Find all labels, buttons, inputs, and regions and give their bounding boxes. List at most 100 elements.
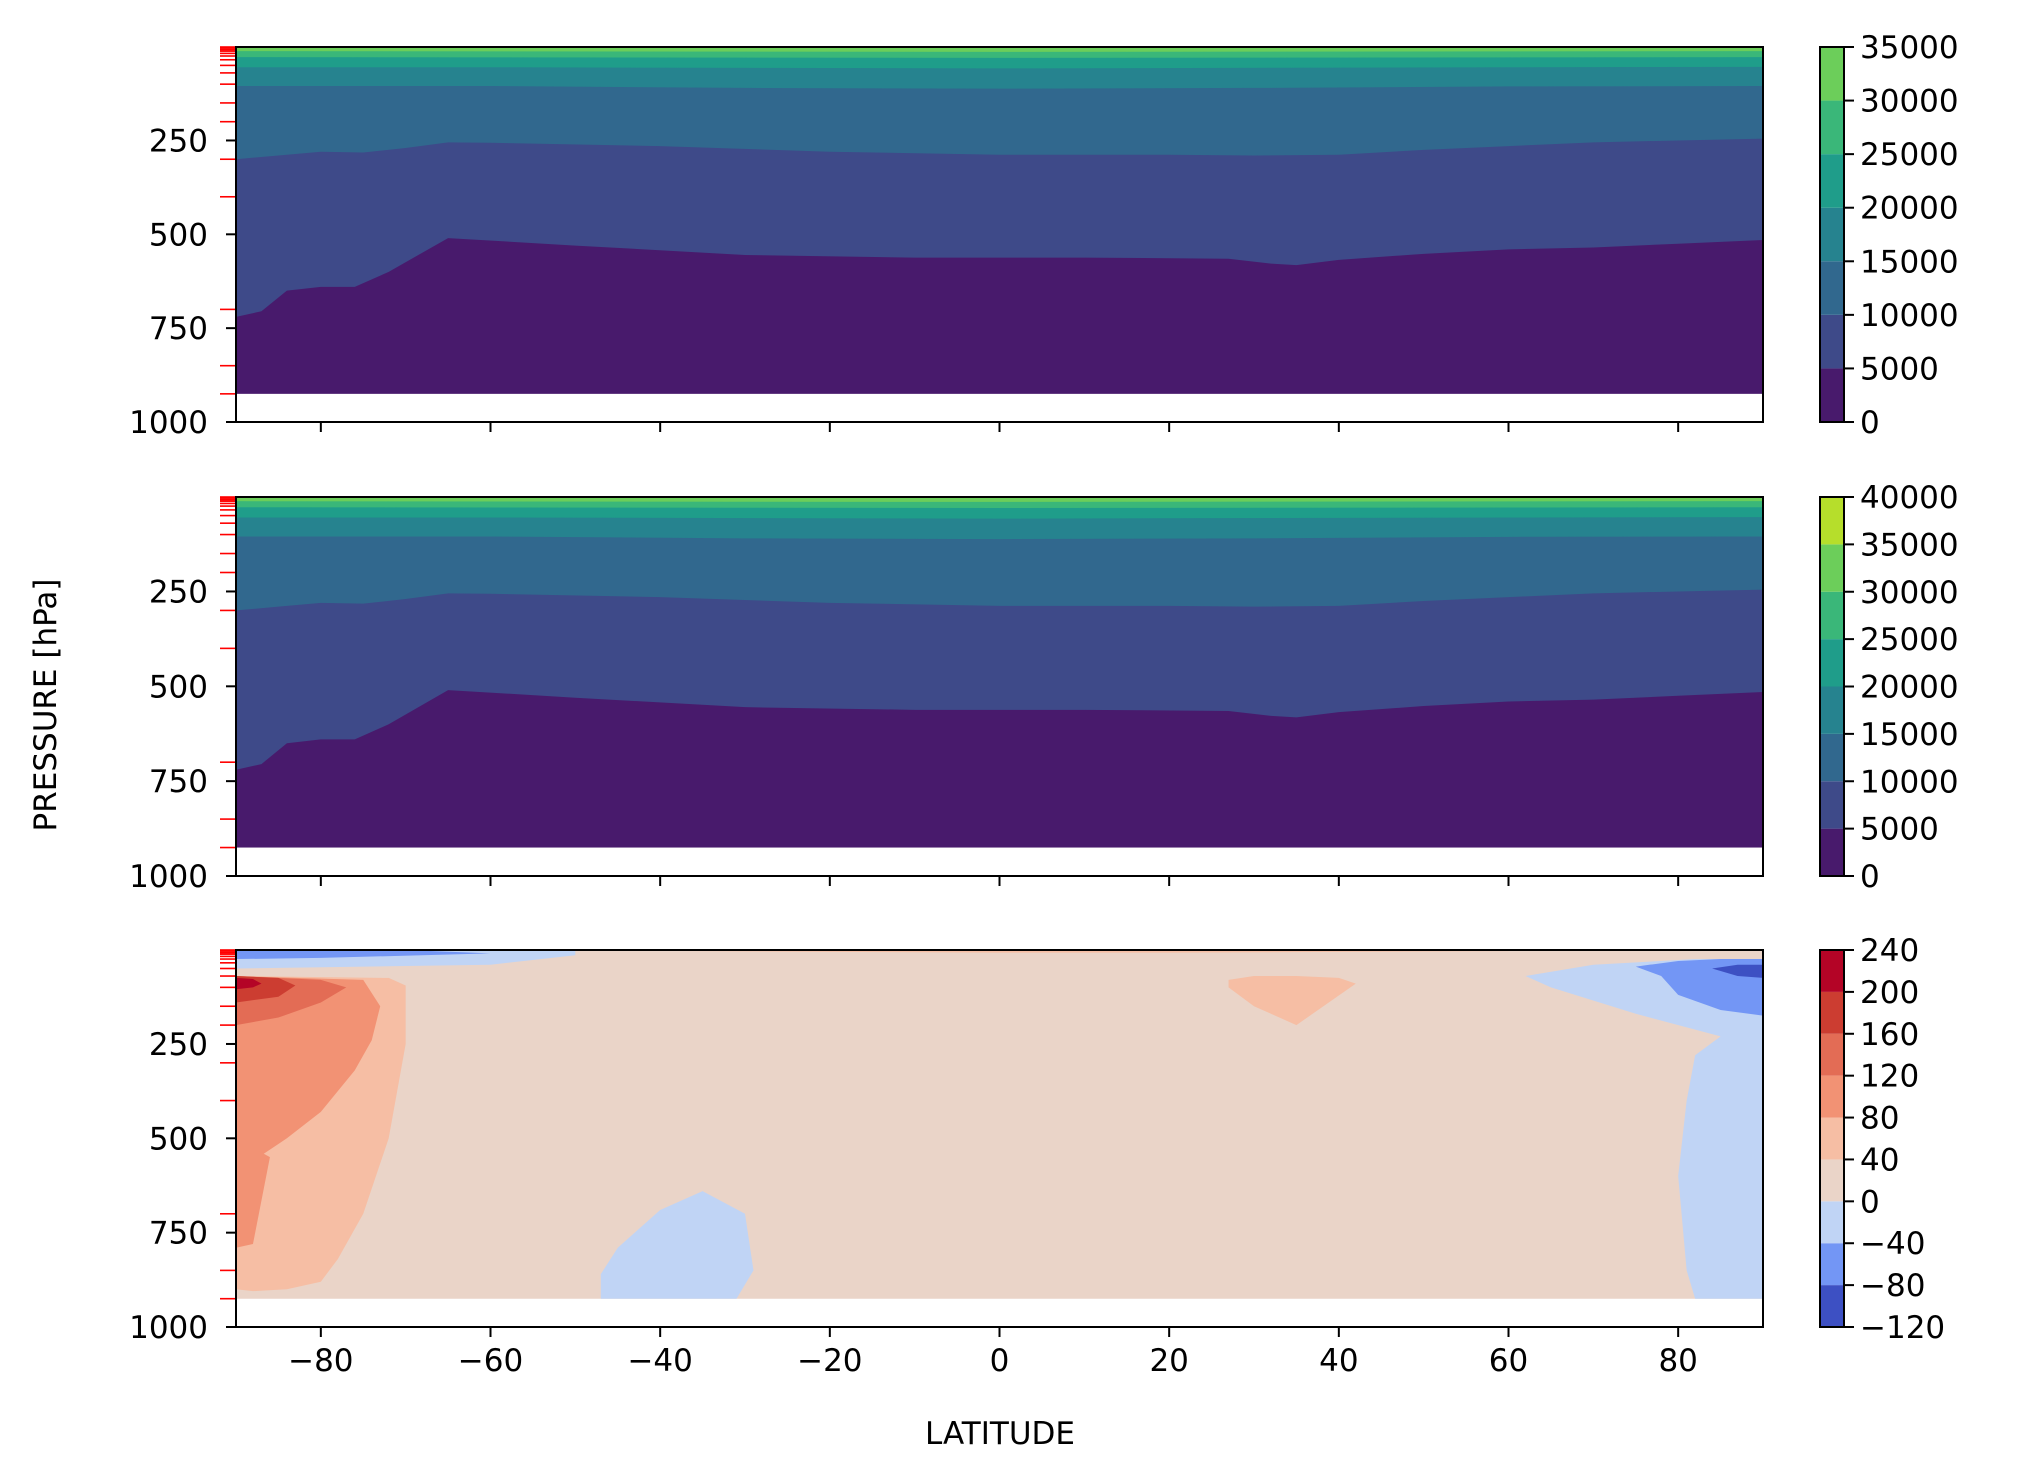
x-tick-label: 20 xyxy=(1149,1343,1188,1379)
colorbar-swatch xyxy=(1820,314,1844,369)
colorbar-swatch xyxy=(1820,733,1844,782)
colorbar-tick-label: 15000 xyxy=(1860,244,1959,280)
red-ticks-bottom xyxy=(220,949,236,1300)
colorbar-swatch xyxy=(1820,991,1844,1034)
colorbar-swatch xyxy=(1820,828,1844,876)
contour-fill-top xyxy=(236,47,1763,394)
colorbar-tick-label: 240 xyxy=(1860,933,1919,969)
colorbar-tick-label: −120 xyxy=(1860,1310,1945,1346)
y-tick-label: 1000 xyxy=(129,1310,208,1346)
region--40-to-0 xyxy=(600,1191,754,1299)
colorbar-tick-label: 0 xyxy=(1860,1184,1880,1220)
colorbar-swatch xyxy=(1820,686,1844,734)
x-ticks-middle xyxy=(319,876,1680,886)
y-ticks-bottom: 250 500 750 1000 xyxy=(129,1027,236,1346)
colorbar-swatch xyxy=(1820,1075,1844,1118)
colorbar-tick-label: 25000 xyxy=(1860,137,1959,173)
y-tick-label: 250 xyxy=(149,123,208,159)
y-axis-label: PRESSURE [hPa] xyxy=(28,579,64,832)
x-tick-label: −40 xyxy=(627,1343,692,1379)
region-80-to-120 xyxy=(236,976,381,1177)
region-40-to-80 xyxy=(1228,976,1356,1026)
red-ticks-middle xyxy=(220,496,236,849)
colorbar-swatch xyxy=(1820,100,1844,155)
colorbar-tick-label: 10000 xyxy=(1860,298,1959,334)
colorbar-swatch xyxy=(1820,1285,1844,1327)
region-80-to-120 xyxy=(236,1138,270,1248)
colorbar-swatch xyxy=(1820,497,1844,545)
y-tick-label: 750 xyxy=(149,1216,208,1252)
y-ticks-middle: 250 500 750 1000 xyxy=(129,574,236,895)
y-tick-label: 500 xyxy=(149,669,208,705)
x-ticks-bottom: −80 −60 −40 −20 0 20 40 60 80 xyxy=(288,1327,1698,1379)
region--120-to--80 xyxy=(1712,964,1763,978)
x-axis-label: LATITUDE xyxy=(925,1416,1075,1452)
red-ticks-top xyxy=(220,46,236,395)
colorbar-tick-label: 5000 xyxy=(1860,812,1939,848)
colorbar-swatch xyxy=(1820,261,1844,315)
contour-fill-middle xyxy=(236,497,1763,848)
colorbar-swatch xyxy=(1820,950,1844,992)
colorbar-tick-label: 30000 xyxy=(1860,84,1959,120)
x-tick-label: 0 xyxy=(990,1343,1010,1379)
colorbar-tick-label: −40 xyxy=(1860,1226,1925,1262)
colorbar-tick-label: −80 xyxy=(1860,1268,1925,1304)
colorbar-middle: 0 5000 10000 15000 20000 25000 30000 35000 40000 xyxy=(1819,480,1959,895)
y-tick-label: 500 xyxy=(149,1121,208,1157)
region-200-to-240 xyxy=(236,977,262,990)
y-tick-label: 1000 xyxy=(129,405,208,441)
x-tick-label: −80 xyxy=(288,1343,353,1379)
y-tick-label: 250 xyxy=(149,1027,208,1063)
colorbar-tick-label: 40 xyxy=(1860,1142,1899,1178)
band-above-30000 xyxy=(236,497,1763,502)
panel-top: 250 500 750 1000 0 5000 10000 15000 20000 25000 3… xyxy=(129,30,1959,441)
band-above-30000 xyxy=(236,47,1763,52)
colorbar-tick-label: 0 xyxy=(1860,405,1880,441)
colorbar-tick-label: 35000 xyxy=(1860,527,1959,563)
colorbar-bottom: −120 −80 −40 0 40 80 120 160 200 240 xyxy=(1819,933,1945,1346)
panel-middle: 250 500 750 1000 0 5000 10000 15000 20000 25000 3… xyxy=(129,480,1959,895)
colorbar-tick-label: 5000 xyxy=(1860,351,1939,387)
colorbar-tick-label: 15000 xyxy=(1860,717,1959,753)
colorbar-tick-label: 20000 xyxy=(1860,191,1959,227)
colorbar-swatch xyxy=(1820,368,1844,422)
colorbar-tick-label: 20000 xyxy=(1860,670,1959,706)
y-tick-label: 750 xyxy=(149,311,208,347)
colorbar-tick-label: 80 xyxy=(1860,1101,1899,1137)
y-ticks-top: 250 500 750 1000 xyxy=(129,123,236,441)
region-0-to-40 xyxy=(236,950,1763,1299)
colorbar-swatch xyxy=(1820,591,1844,640)
colorbar-swatch xyxy=(1820,1201,1844,1244)
x-tick-label: 60 xyxy=(1489,1343,1528,1379)
colorbar-tick-label: 10000 xyxy=(1860,764,1959,800)
y-tick-label: 1000 xyxy=(129,859,208,895)
colorbar-tick-label: 25000 xyxy=(1860,622,1959,658)
colorbar-swatch xyxy=(1820,544,1844,592)
panel-bottom: −80 −60 −40 −20 0 20 40 60 80 250 500 750 1000 −120… xyxy=(129,933,1945,1379)
y-tick-label: 750 xyxy=(149,764,208,800)
colorbar-tick-label: 35000 xyxy=(1860,30,1959,66)
colorbar-tick-label: 160 xyxy=(1860,1017,1919,1053)
region--80-to--40 xyxy=(236,950,491,960)
contour-fill-bottom xyxy=(236,950,1763,1299)
colorbar-frame xyxy=(1819,949,1845,1328)
colorbar-swatch xyxy=(1820,639,1844,687)
colorbar-tick-label: 30000 xyxy=(1860,575,1959,611)
colorbar-swatch xyxy=(1820,207,1844,262)
colorbar-swatch xyxy=(1820,47,1844,101)
colorbar-swatch xyxy=(1820,1159,1844,1202)
colorbar-swatch xyxy=(1820,154,1844,208)
x-tick-label: −60 xyxy=(458,1343,523,1379)
x-tick-label: 40 xyxy=(1319,1343,1358,1379)
region--40-to-0 xyxy=(1525,959,1763,1299)
colorbar-swatch xyxy=(1820,1117,1844,1160)
colorbar-swatch xyxy=(1820,1243,1844,1286)
x-tick-label: −20 xyxy=(797,1343,862,1379)
colorbar-tick-label: 120 xyxy=(1860,1059,1919,1095)
colorbar-tick-label: 40000 xyxy=(1860,480,1959,516)
y-tick-label: 500 xyxy=(149,217,208,253)
colorbar-top: 0 5000 10000 15000 20000 25000 30000 35000 xyxy=(1819,30,1959,441)
colorbar-swatch xyxy=(1820,1033,1844,1076)
colorbar-swatch xyxy=(1820,781,1844,829)
